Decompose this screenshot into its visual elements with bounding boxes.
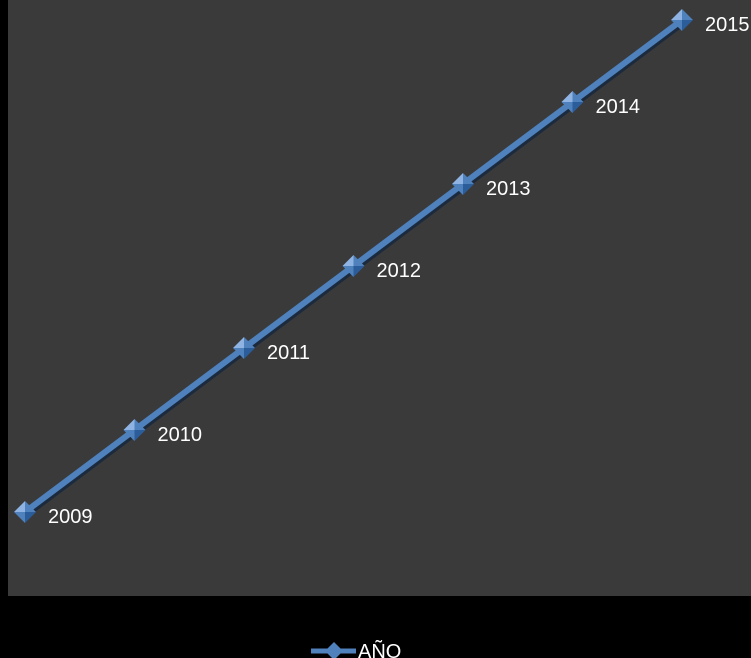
data-point-marker — [452, 173, 474, 195]
data-point-marker — [14, 501, 36, 523]
data-point-marker — [233, 337, 255, 359]
markers-layer — [14, 9, 693, 523]
data-point-marker — [671, 9, 693, 31]
data-point-marker — [342, 255, 365, 277]
data-label: 2012 — [377, 260, 422, 282]
data-label: 2014 — [596, 96, 641, 118]
data-point-marker — [123, 419, 146, 441]
legend-label-ano: AÑO — [358, 639, 401, 658]
plot-area — [8, 0, 751, 596]
legend-diamond-marker — [325, 642, 343, 658]
data-label: 2011 — [267, 342, 310, 364]
data-label: 2010 — [158, 424, 203, 446]
legend: AÑO — [311, 639, 401, 658]
data-point-marker — [561, 91, 584, 113]
data-label: 2013 — [486, 178, 531, 200]
data-label: 2015 — [705, 14, 750, 36]
data-label: 2009 — [48, 506, 93, 528]
data-labels-layer: 2009 2010 2011 2012 2013 2014 2015 — [48, 14, 750, 528]
